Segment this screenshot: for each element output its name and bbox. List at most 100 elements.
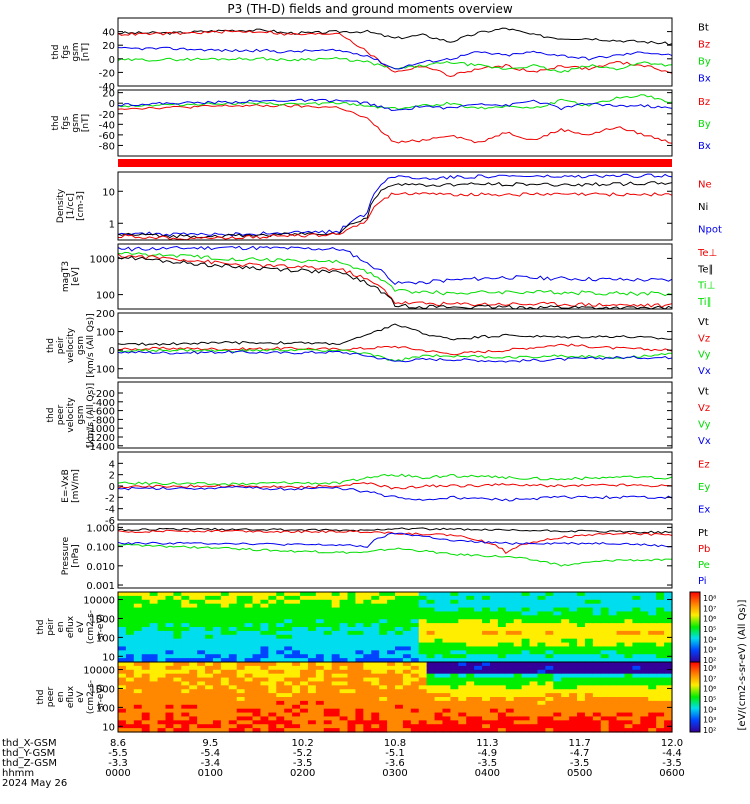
colorbar-tick-label: 10⁶ (703, 615, 716, 624)
y-tick-label: -100 (92, 365, 115, 376)
colorbar (689, 591, 701, 663)
legend-label: Bx (698, 141, 711, 152)
y-tick-label: -80 (99, 141, 115, 152)
y-axis-label: thd fgs gsm [nT] (51, 42, 91, 61)
series-line-pressure-3 (117, 532, 673, 548)
y-axis-label-line: thd (51, 116, 61, 131)
y-tick-label: 0.001 (86, 581, 115, 592)
colorbar-tick-label: 10³ (703, 716, 716, 725)
colorbar (689, 661, 701, 733)
x-axis-value: 0300 (382, 768, 407, 779)
y-tick-label: 10000 (83, 596, 115, 607)
legend-label: Ni (698, 202, 708, 213)
colorbar-tick-label: 10⁸ (703, 664, 716, 673)
y-axis-label-line: Pressure (61, 536, 71, 575)
series-line-pressure-2 (117, 543, 673, 567)
y-axis-label-line: eflux (66, 615, 76, 638)
y-axis-label-line: gsm (71, 42, 81, 61)
y-axis-label-line: [eV] (71, 267, 81, 286)
heatmap-peir-eflux (118, 592, 673, 663)
y-tick-label: -400 (92, 398, 115, 409)
y-tick-label: -4 (105, 505, 115, 516)
series-line-fgs-gsm-1 (117, 29, 673, 78)
colorbar-tick-label: 10⁵ (703, 625, 716, 634)
colorbar-tick-label: 10⁴ (703, 705, 716, 714)
y-tick-label: 2 (109, 471, 115, 482)
y-tick-label: 0.010 (86, 562, 115, 573)
x-axis-value: -4.9 (478, 748, 498, 759)
legend-label: Te⊥ (697, 248, 717, 259)
series-line-pressure-0 (117, 527, 673, 534)
legend-label: Vy (698, 350, 711, 361)
panel-frame (117, 312, 673, 379)
y-axis-label: thd peer en eflux eV (cm2-s-sr-eV) (36, 680, 106, 714)
y-tick-label: -6 (105, 516, 115, 527)
x-axis-value: 0000 (105, 768, 130, 779)
y-axis-label-line: eV (76, 690, 86, 703)
legend-label: Pe (698, 560, 710, 571)
series-line-peir-velocity-2 (117, 348, 672, 362)
y-tick-label: -800 (92, 415, 115, 426)
legend-label: Bx (698, 74, 711, 85)
panel-frame (117, 381, 673, 449)
y-tick-label: 100 (96, 633, 115, 644)
y-axis-label-line: [km/s (All Qs)] (86, 383, 96, 447)
y-tick-label: -20 (99, 68, 115, 79)
x-axis-value: -5.5 (108, 748, 128, 759)
legend-label: Ex (698, 505, 710, 516)
colorbar-label: [eV/(cm2-s-sr-eV) (All Qs)] (737, 599, 748, 730)
y-tick-label: -40 (99, 120, 115, 131)
y-tick-label: 0 (109, 55, 115, 66)
series-line-density-0 (117, 173, 673, 237)
series-line-temperature-3 (117, 255, 673, 310)
colorbar-tick-label: 10⁶ (703, 685, 716, 694)
y-axis-label-line: (cm2-s- (86, 610, 96, 644)
x-axis-value: 0100 (198, 768, 223, 779)
legend-label: Bz (698, 40, 710, 51)
y-tick-label: 10 (102, 652, 115, 663)
x-axis-value: 9.5 (202, 738, 218, 749)
date-label: 2024 May 26 (2, 778, 67, 789)
y-tick-label: 0 (109, 482, 115, 493)
legend-label: Vz (698, 333, 710, 344)
y-axis-label-line: [1/cc] (66, 193, 76, 219)
y-axis-label: magT3 [eV] (61, 261, 81, 292)
colorbar-label-text: [eV/(cm2-s-sr-eV) (All Qs)] (737, 599, 748, 730)
panel-temperature: 1000 100 magT3 [eV] Te⊥ Te∥ Ti⊥ Ti∥ (61, 243, 717, 310)
y-tick-label: -2 (105, 493, 115, 504)
y-axis-label: Density [1/cc] [cm-3] (56, 188, 86, 223)
legend-label: Ti⊥ (697, 281, 715, 292)
y-axis-label-line: thd (36, 620, 46, 635)
series-line-peir-velocity-3 (117, 350, 673, 363)
series-line-e-field-0 (117, 473, 673, 487)
series-line-temperature-1 (117, 251, 673, 297)
x-axis-value: -4.4 (662, 748, 682, 759)
panel-frame (117, 89, 673, 157)
series-line-peir-velocity-1 (117, 343, 673, 356)
x-axis-value: 12.0 (661, 738, 683, 749)
y-tick-label: 10 (102, 722, 115, 733)
series-line-fgs-dsl-0 (117, 103, 673, 144)
panel-frame (117, 17, 673, 87)
x-axis-value: 8.6 (110, 738, 126, 749)
x-axis-value: -5.2 (293, 748, 313, 759)
colorbar-tick-label: 10² (703, 726, 716, 735)
legend-label: Bz (698, 97, 710, 108)
y-tick-label: 10000 (83, 666, 115, 677)
legend-label: Vx (698, 366, 711, 377)
x-axis-value: -3.5 (293, 758, 313, 769)
series-line-fgs-dsl-2 (117, 98, 673, 112)
panel-frame (117, 523, 673, 589)
y-axis-label-line: thd (51, 45, 61, 60)
y-axis-label-line: eflux (66, 685, 76, 708)
series-line-fgs-dsl-1 (117, 94, 673, 110)
legend-label: Ne (698, 179, 712, 190)
x-axis-value: 10.8 (384, 738, 406, 749)
y-tick-label: 200 (96, 309, 115, 320)
panel-peer-eflux: 10000 1000 100 10 thd peer en eflux eV (cm2-s-sr-… (36, 661, 673, 733)
legend-label: Ti∥ (697, 297, 712, 308)
x-axis-value: -5.4 (201, 748, 221, 759)
y-tick-label: 100 (96, 291, 115, 302)
y-tick-label: 0 (109, 346, 115, 357)
